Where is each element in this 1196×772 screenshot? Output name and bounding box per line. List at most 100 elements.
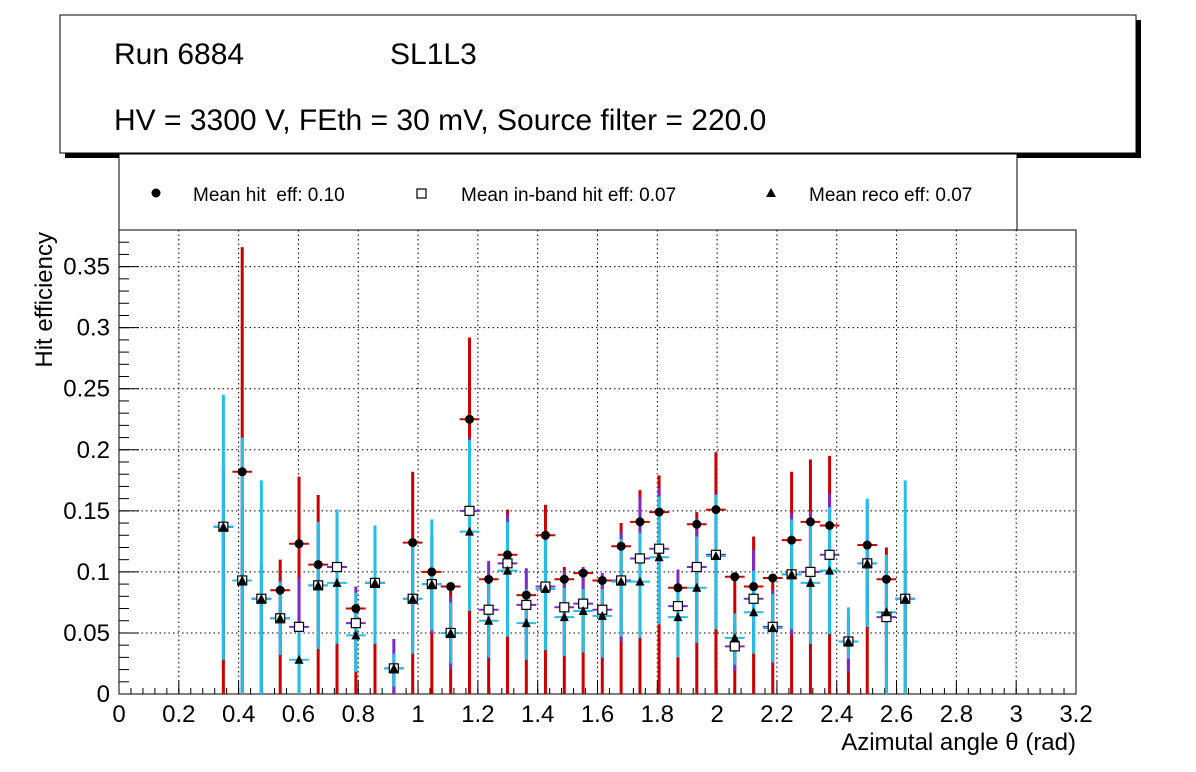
conditions-label: HV = 3300 V, FEth = 30 mV, Source filter…: [114, 104, 766, 137]
hit-eff-point: [597, 575, 607, 585]
hit-eff-point: [502, 550, 512, 560]
x-tick-label: 2.4: [820, 701, 853, 728]
legend-label-hit: Mean hit eff: 0.10: [193, 185, 345, 206]
reco-eff-point: [465, 526, 475, 536]
inband-eff-point: [654, 543, 665, 554]
inband-eff-point: [672, 600, 684, 612]
reco-eff-point: [370, 577, 380, 587]
reco-eff-point: [351, 630, 361, 640]
x-tick-label: 2.8: [940, 701, 973, 728]
reco-eff-point: [408, 593, 418, 603]
x-tick-label: 0.4: [222, 701, 255, 728]
reco-eff-point: [825, 565, 835, 575]
inband-eff-point: [350, 618, 361, 629]
inband-eff-point: [805, 566, 816, 577]
inband-eff-point: [483, 604, 494, 615]
x-tick-label: 2.6: [880, 701, 913, 728]
reco-eff-point: [900, 593, 910, 603]
y-tick-label: 0.35: [63, 254, 110, 281]
x-axis-title: Azimutal angle θ (rad): [841, 729, 1076, 756]
axis-ticks: [118, 229, 1077, 695]
inband-eff-point: [293, 621, 305, 632]
x-tick-label: 3: [1010, 701, 1023, 728]
y-tick-label: 0.05: [63, 620, 110, 647]
reco-eff-point: [692, 582, 702, 592]
hit-eff-point: [408, 538, 418, 548]
reco-eff-point: [313, 580, 323, 590]
hit-eff-point: [237, 467, 247, 477]
hit-eff-point: [616, 541, 626, 551]
inband-eff-point: [748, 593, 759, 604]
title-box: Run 6884 SL1L3 HV = 3300 V, FEth = 30 mV…: [59, 14, 1141, 158]
reco-eff-point: [540, 583, 550, 593]
legend-marker-hit: [151, 188, 161, 198]
run-label: Run 6884: [114, 38, 244, 71]
x-tick-label: 1.4: [521, 701, 554, 728]
reco-eff-point: [805, 577, 815, 587]
reco-eff-point: [749, 607, 759, 617]
reco-eff-point: [484, 615, 494, 625]
x-tick-label: 1: [411, 701, 424, 728]
hit-eff-point: [313, 560, 323, 570]
x-tick-label: 1.6: [581, 701, 614, 728]
y-tick-labels: 0 0.05 0.1 0.15 0.2 0.25 0.3 0.35: [63, 254, 110, 708]
inband-eff-point: [824, 549, 835, 560]
reco-eff-point: [559, 612, 569, 622]
hit-eff-point: [654, 507, 664, 517]
hit-eff-point: [825, 520, 835, 530]
y-axis-title: Hit efficiency: [31, 232, 58, 368]
hit-eff-point: [635, 517, 645, 527]
y-tick-label: 0.15: [63, 498, 110, 525]
hit-eff-point: [805, 517, 815, 527]
reco-eff-point: [730, 632, 740, 642]
reco-eff-point: [862, 558, 872, 568]
hit-eff-point: [351, 604, 361, 614]
inband-eff-point: [521, 599, 532, 610]
x-tick-label: 2.2: [760, 701, 793, 728]
reco-eff-point: [881, 607, 891, 617]
x-tick-label: 0: [112, 701, 125, 728]
x-tick-labels: 0 0.2 0.4 0.6 0.8 1 1.2 1.4 1.6 1.8 2 2.2 2.4 2.6 2.8 3…: [112, 701, 1092, 728]
hit-eff-point: [768, 573, 778, 583]
reco-eff-point: [521, 618, 531, 628]
hit-eff-point: [711, 505, 721, 515]
hit-eff-point: [446, 582, 456, 592]
layer-label: SL1L3: [390, 38, 477, 71]
reco-eff-point: [597, 610, 607, 620]
reco-eff-point: [616, 576, 626, 586]
hit-eff-point: [787, 535, 797, 545]
reco-eff-point: [332, 577, 342, 587]
reco-eff-point: [635, 576, 645, 586]
hit-eff-point: [484, 574, 494, 584]
y-tick-label: 0.3: [77, 315, 110, 342]
hit-eff-point: [749, 582, 759, 592]
legend-marker-reco: [766, 188, 776, 197]
inband-eff-point: [331, 561, 343, 573]
reco-eff-point: [275, 613, 285, 623]
reco-eff-point: [237, 575, 247, 585]
legend-label-reco: Mean reco eff: 0.07: [809, 185, 972, 206]
hit-eff-point: [521, 590, 531, 600]
reco-eff-point: [654, 552, 664, 562]
reco-eff-point: [768, 623, 778, 633]
inband-eff-point: [729, 641, 740, 652]
hit-eff-point: [881, 574, 891, 584]
hit-eff-point: [427, 567, 437, 577]
hit-eff-point: [275, 585, 285, 595]
x-tick-label: 0.2: [162, 701, 195, 728]
reco-eff-point: [256, 593, 266, 603]
inband-eff-point: [691, 561, 702, 573]
reco-eff-point: [502, 565, 512, 575]
hit-eff-point: [578, 568, 588, 578]
x-tick-label: 0.6: [282, 701, 315, 728]
inband-eff-point: [634, 553, 646, 564]
reco-eff-point: [294, 654, 304, 664]
reco-eff-point: [843, 636, 853, 646]
hit-eff-point: [730, 572, 740, 582]
inband-eff-point: [464, 505, 475, 516]
reco-eff-point: [673, 612, 683, 622]
x-tick-label: 3.2: [1059, 701, 1092, 728]
reco-eff-point: [427, 579, 437, 589]
x-tick-label: 1.2: [461, 701, 494, 728]
